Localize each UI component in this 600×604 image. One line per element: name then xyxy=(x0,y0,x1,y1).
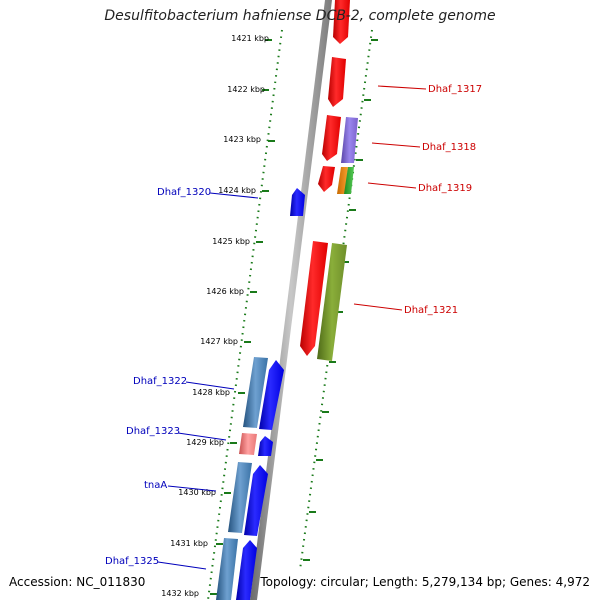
topology-label: Topology: xyxy=(260,575,321,589)
accession-footer: Accession: NC_011830 xyxy=(9,575,145,589)
accession-value: NC_011830 xyxy=(76,575,146,589)
ruler-label: 1425 kbp xyxy=(212,237,250,246)
leader-line-Dhaf_1323 xyxy=(177,432,227,441)
leader-line-Dhaf_1322 xyxy=(185,381,235,390)
gene-arrow-Dhaf_1317[interactable] xyxy=(328,57,346,107)
leader-line-Dhaf_1319 xyxy=(367,182,417,189)
genes-value: 4,972 xyxy=(555,575,590,589)
leader-line-Dhaf_1317 xyxy=(377,85,427,90)
ruler-label: 1427 kbp xyxy=(200,337,238,346)
ruler-label: 1422 kbp xyxy=(227,85,265,94)
ruler-label: 1432 kbp xyxy=(161,589,199,598)
gene-arrow-Dhaf_1321[interactable] xyxy=(300,241,328,356)
gene-arrow-tnaA[interactable] xyxy=(244,465,268,536)
gene-label-Dhaf_1321[interactable]: Dhaf_1321 xyxy=(404,305,458,316)
ruler-label: 1429 kbp xyxy=(186,438,224,447)
label-leaders xyxy=(157,85,427,570)
leader-line-tnaA xyxy=(167,485,217,492)
length-value: 5,279,134 bp xyxy=(421,575,502,589)
leader-line-Dhaf_1318 xyxy=(371,142,421,148)
length-label: ; Length: xyxy=(364,575,422,589)
accession-label: Accession: xyxy=(9,575,77,589)
gene-label-Dhaf_1325[interactable]: Dhaf_1325 xyxy=(105,556,159,567)
forward-strand-genes xyxy=(300,0,358,361)
gene-label-Dhaf_1319[interactable]: Dhaf_1319 xyxy=(418,183,472,194)
gene-arrow-Dhaf_1319[interactable] xyxy=(318,166,335,192)
inner-guide-line-left xyxy=(207,29,283,601)
leader-line-Dhaf_1325 xyxy=(157,561,207,570)
ruler-label: 1426 kbp xyxy=(206,287,244,296)
gene-label-Dhaf_1322[interactable]: Dhaf_1322 xyxy=(133,376,187,387)
genes-label: ; Genes: xyxy=(502,575,556,589)
ruler-label: 1428 kbp xyxy=(192,388,230,397)
gene-arrow-Dhaf_1325[interactable] xyxy=(236,540,257,600)
gene-arrow-1316[interactable] xyxy=(333,0,350,44)
gene-arrow-Dhaf_1318[interactable] xyxy=(322,115,341,161)
gene-label-Dhaf_1323[interactable]: Dhaf_1323 xyxy=(126,426,180,437)
ruler-label: 1423 kbp xyxy=(223,135,261,144)
genome-stats-footer: Topology: circular; Length: 5,279,134 bp… xyxy=(260,575,590,589)
gene-arrow-Dhaf_1322[interactable] xyxy=(259,360,284,430)
cds-Dhaf_1318[interactable] xyxy=(341,117,358,163)
cds-Dhaf_1325[interactable] xyxy=(216,538,238,600)
leader-line-Dhaf_1321 xyxy=(353,303,403,311)
ruler-ticks-right xyxy=(303,39,378,561)
cds-Dhaf_1323[interactable] xyxy=(239,433,257,455)
ruler-label: 1431 kbp xyxy=(170,539,208,548)
ruler-label: 1424 kbp xyxy=(218,186,256,195)
ruler-label: 1430 kbp xyxy=(178,488,216,497)
topology-value: circular xyxy=(320,575,365,589)
gene-label-Dhaf_1320[interactable]: Dhaf_1320 xyxy=(157,187,211,198)
gene-label-Dhaf_1317[interactable]: Dhaf_1317 xyxy=(428,84,482,95)
ruler-label: 1421 kbp xyxy=(231,34,269,43)
map-title: Desulfitobacterium hafniense DCB-2, comp… xyxy=(104,8,496,24)
reverse-strand-genes xyxy=(216,188,305,600)
cds-Dhaf_1322[interactable] xyxy=(243,357,268,428)
gene-label-Dhaf_1318[interactable]: Dhaf_1318 xyxy=(422,142,476,153)
ruler-ticks xyxy=(210,39,275,595)
cds-Dhaf_1319-b[interactable] xyxy=(344,167,354,194)
gene-arrow-Dhaf_1323[interactable] xyxy=(258,436,273,456)
cds-Dhaf_1321[interactable] xyxy=(317,243,347,361)
gene-label-tnaA[interactable]: tnaA xyxy=(144,480,167,491)
cds-tnaA[interactable] xyxy=(228,462,252,533)
leader-line-Dhaf_1320 xyxy=(209,192,259,199)
gene-arrow-Dhaf_1320[interactable] xyxy=(290,188,305,216)
